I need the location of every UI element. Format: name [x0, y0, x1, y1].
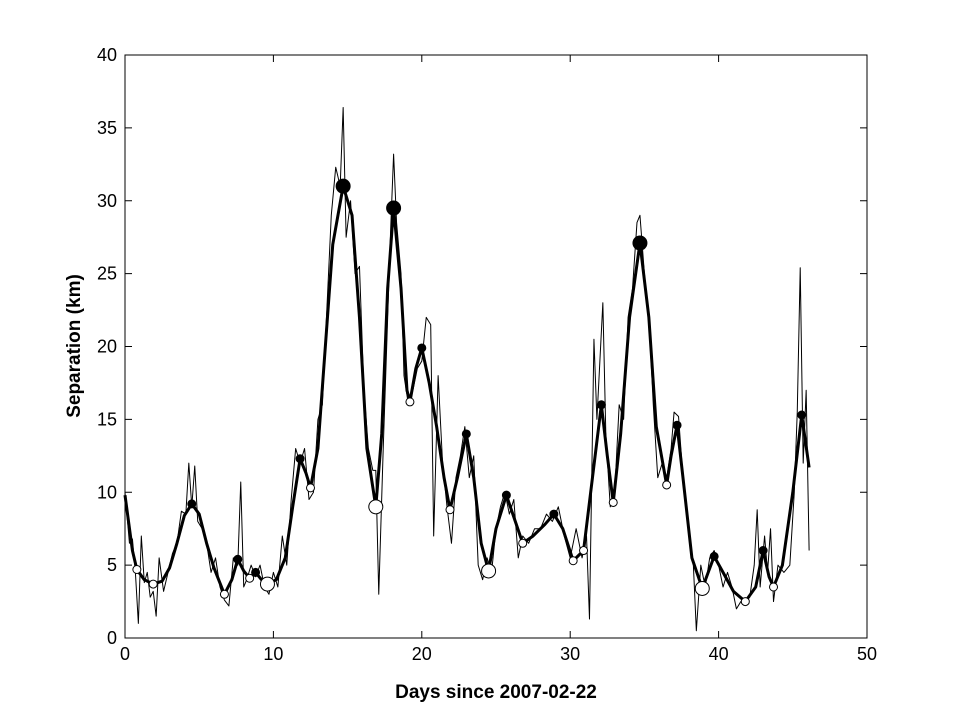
open-marker: [132, 564, 142, 574]
open-marker: [662, 480, 672, 490]
x-tick-label: 30: [560, 644, 580, 664]
x-tick-label: 10: [263, 644, 283, 664]
data-line: [124, 106, 810, 632]
y-axis-label: Separation (km): [64, 274, 85, 418]
filled-marker: [461, 429, 471, 439]
x-tick-label: 40: [709, 644, 729, 664]
y-tick-label: 25: [97, 264, 117, 284]
open-marker: [769, 582, 779, 592]
x-tick-label: 20: [412, 644, 432, 664]
filled-marker: [335, 178, 351, 194]
filled-marker: [501, 490, 511, 500]
filled-marker: [417, 343, 427, 353]
plot-frame: [124, 54, 868, 639]
data-line: [123, 184, 811, 604]
filled-marker: [797, 410, 807, 420]
open-marker: [481, 563, 497, 579]
filled-marker: [295, 454, 305, 464]
y-tick-label: 15: [97, 409, 117, 429]
y-tick-label: 10: [97, 482, 117, 502]
open-marker: [518, 538, 528, 548]
open-marker: [579, 546, 589, 556]
open-marker: [405, 397, 415, 407]
x-axis-label: Days since 2007-02-22: [395, 682, 597, 703]
y-tick-label: 20: [97, 337, 117, 357]
open-marker: [694, 580, 710, 596]
filled-marker: [386, 200, 402, 216]
open-marker: [148, 579, 158, 589]
open-marker: [245, 573, 255, 583]
filled-marker: [632, 235, 648, 251]
filled-marker: [251, 567, 261, 577]
filled-marker: [672, 420, 682, 430]
open-marker: [608, 497, 618, 507]
x-tick-label: 50: [857, 644, 877, 664]
y-tick-label: 0: [107, 628, 117, 648]
open-marker: [445, 505, 455, 515]
open-marker: [219, 589, 229, 599]
filled-marker: [187, 499, 197, 509]
filled-marker: [549, 509, 559, 519]
y-tick-label: 35: [97, 118, 117, 138]
open-marker: [368, 499, 384, 515]
filled-marker: [709, 551, 719, 561]
filled-marker: [758, 546, 768, 556]
open-marker: [740, 597, 750, 607]
open-marker: [259, 576, 275, 592]
open-marker: [306, 483, 315, 493]
y-tick-label: 5: [107, 555, 117, 575]
y-tick-label: 40: [97, 45, 117, 65]
y-tick-label: 30: [97, 191, 117, 211]
filled-marker: [233, 554, 243, 564]
filled-marker: [596, 400, 606, 410]
x-tick-label: 0: [120, 644, 130, 664]
open-marker: [568, 556, 578, 566]
